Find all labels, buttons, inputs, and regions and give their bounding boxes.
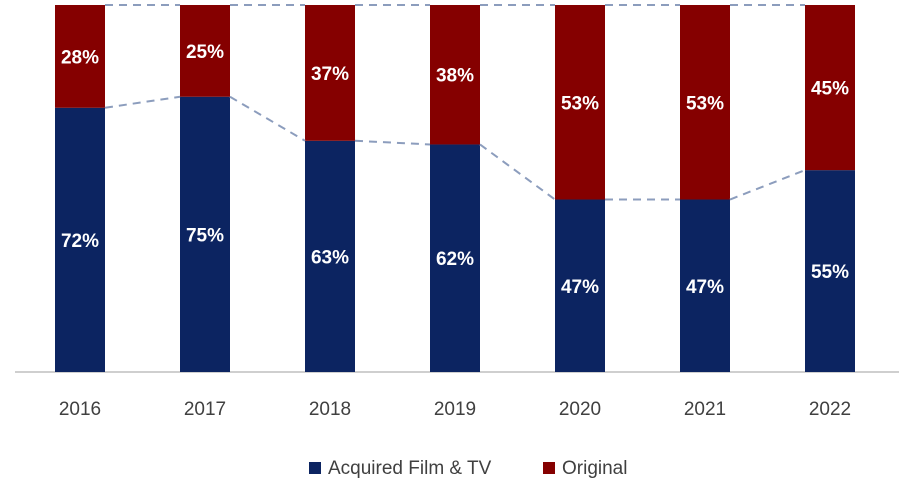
value-label: 63% xyxy=(311,247,349,268)
value-label: 45% xyxy=(811,79,849,100)
bar-segment xyxy=(680,5,730,200)
x-tick-label: 2020 xyxy=(559,399,601,420)
bar-segment xyxy=(555,199,605,372)
bar-segment xyxy=(805,5,855,171)
bar-segment xyxy=(430,5,480,145)
bar-segment xyxy=(430,144,480,372)
x-tick-label: 2018 xyxy=(309,399,351,420)
bar-segment xyxy=(305,5,355,141)
bar-segment xyxy=(680,199,730,372)
x-tick-label: 2019 xyxy=(434,399,476,420)
x-tick-label: 2022 xyxy=(809,399,851,420)
value-label: 72% xyxy=(61,231,99,252)
x-tick-label: 2021 xyxy=(684,399,726,420)
connector-line xyxy=(104,95,181,109)
value-label: 25% xyxy=(186,42,224,63)
value-label: 47% xyxy=(561,277,599,298)
bar-segment xyxy=(805,170,855,372)
connector-line xyxy=(229,95,306,142)
value-label: 53% xyxy=(561,93,599,114)
bar-segment xyxy=(55,5,105,108)
value-label: 62% xyxy=(436,249,474,270)
value-label: 53% xyxy=(686,93,724,114)
connector-line xyxy=(479,143,556,201)
value-label: 38% xyxy=(436,66,474,87)
x-tick-label: 2016 xyxy=(59,399,101,420)
legend-swatch xyxy=(309,462,321,474)
legend-swatch xyxy=(543,462,555,474)
bar-segment xyxy=(55,107,105,372)
legend-label: Acquired Film & TV xyxy=(328,458,492,479)
connector-line xyxy=(354,139,431,146)
value-label: 55% xyxy=(811,262,849,283)
legend-label: Original xyxy=(562,458,627,479)
x-tick-label: 2017 xyxy=(184,399,226,420)
value-label: 37% xyxy=(311,64,349,85)
connector-line xyxy=(729,169,806,201)
bar-segment xyxy=(180,5,230,97)
value-label: 47% xyxy=(686,277,724,298)
bar-segment xyxy=(305,140,355,372)
value-label: 75% xyxy=(186,225,224,246)
bar-segment xyxy=(555,5,605,200)
value-label: 28% xyxy=(61,47,99,68)
bar-segment xyxy=(180,96,230,372)
